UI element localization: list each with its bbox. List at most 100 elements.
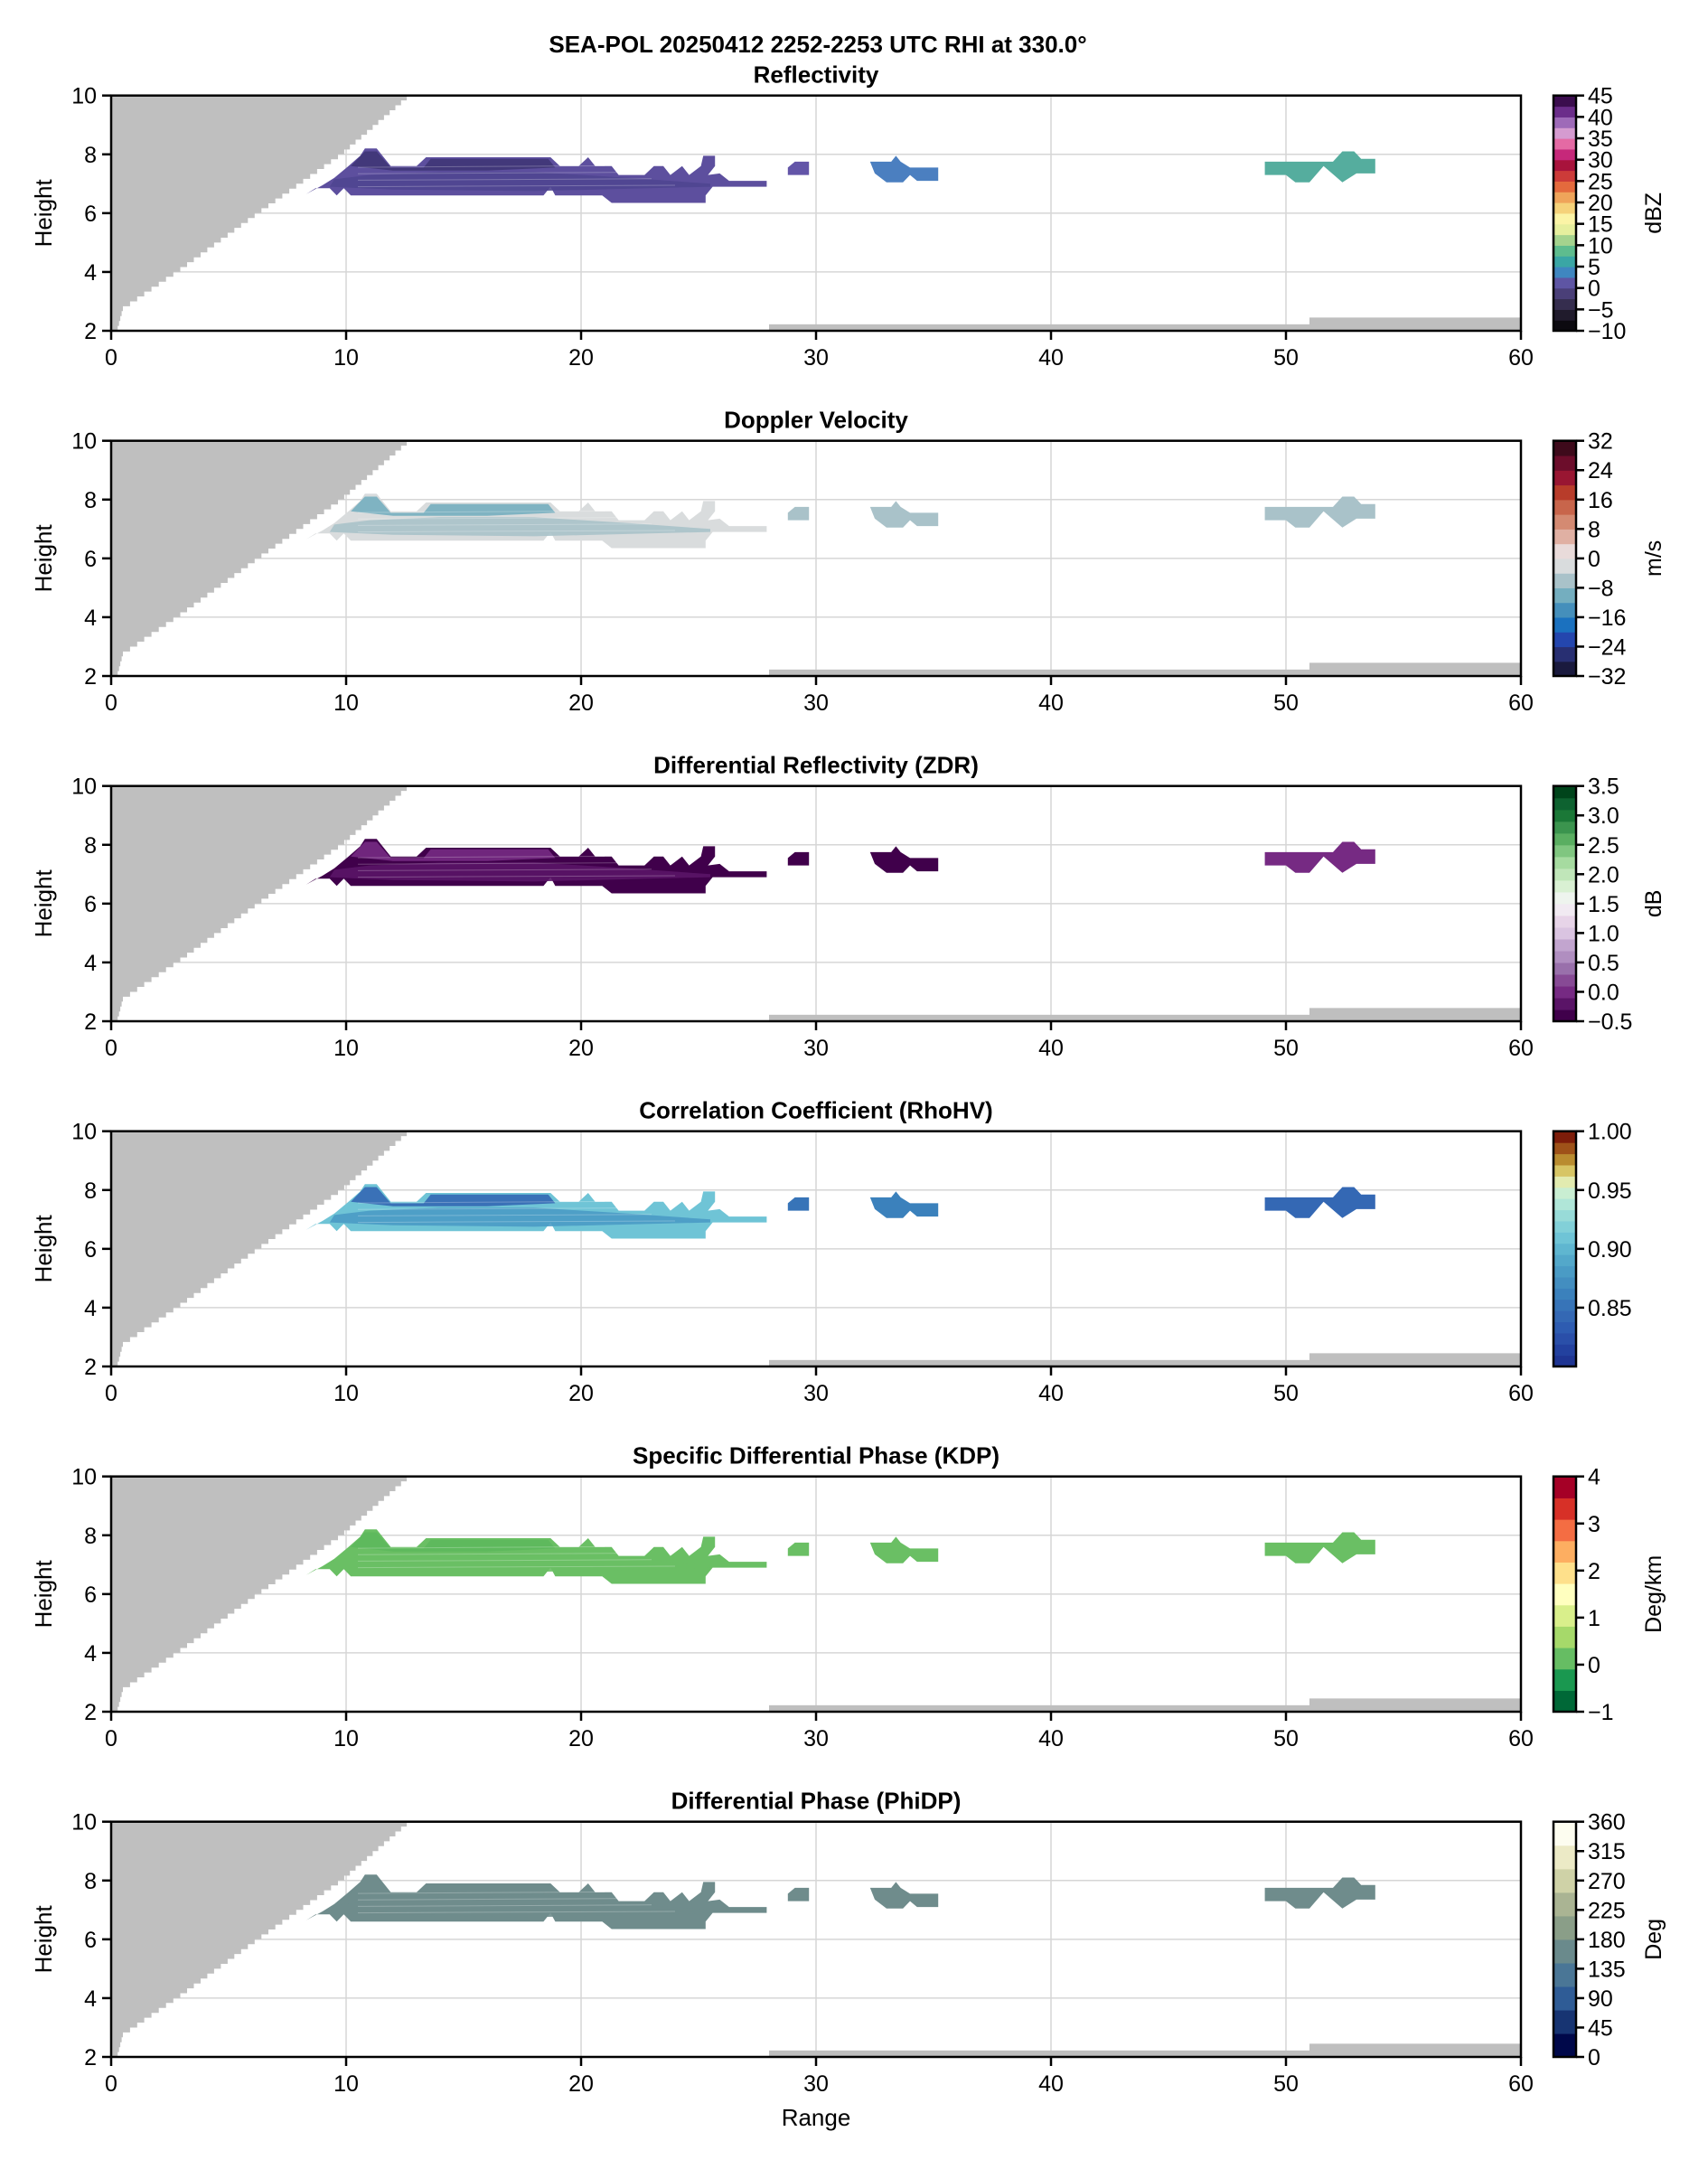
echo-blob xyxy=(869,155,939,183)
echo-inner-layer xyxy=(351,151,556,171)
colorbar-tick-label: 1.00 xyxy=(1588,1120,1632,1145)
x-tick-label: 10 xyxy=(333,2071,359,2097)
colorbar-tick-label: 360 xyxy=(1588,1810,1626,1836)
colorbar-tick-label: −24 xyxy=(1588,634,1627,660)
y-axis-label: Height xyxy=(30,1559,57,1628)
colorbar-tick-label: 20 xyxy=(1588,191,1613,216)
colorbar-tick-label: 0.5 xyxy=(1588,951,1619,976)
colorbar-tick-label: 1 xyxy=(1588,1606,1600,1631)
x-tick-label: 30 xyxy=(803,690,829,716)
x-tick-label: 40 xyxy=(1038,1036,1064,1061)
x-tick-label: 10 xyxy=(333,690,359,716)
echo-inner-layer xyxy=(329,862,710,882)
colorbar-tick-label: −5 xyxy=(1588,297,1614,323)
y-tick-label: 8 xyxy=(84,1178,97,1204)
echo-contour-line xyxy=(357,178,652,181)
colorbar-frame xyxy=(1552,94,1578,333)
blocked-beam-region xyxy=(111,1131,408,1366)
colorbar-tick-label: 45 xyxy=(1588,2015,1613,2041)
x-tick-label: 40 xyxy=(1038,2071,1064,2097)
x-tick-label: 0 xyxy=(105,1036,117,1061)
x-tick-label: 60 xyxy=(1508,1726,1534,1751)
echo-inner-layer xyxy=(351,841,556,861)
colorbar-segment xyxy=(1553,192,1576,203)
colorbar-segment xyxy=(1553,223,1576,236)
colorbar-segment xyxy=(1553,287,1576,300)
x-tick-label: 0 xyxy=(105,345,117,371)
colorbar-segment xyxy=(1553,1939,1576,1964)
colorbar-segment xyxy=(1553,256,1576,268)
ground-clutter-band xyxy=(1309,1698,1521,1712)
colorbar-segment xyxy=(1553,1583,1576,1606)
echo-blob xyxy=(787,851,810,866)
echo-contour-line xyxy=(357,875,676,878)
x-tick-label: 20 xyxy=(568,1036,594,1061)
colorbar-segment xyxy=(1553,320,1576,332)
colorbar-segment xyxy=(1553,181,1576,192)
colorbar-segment xyxy=(1553,267,1576,278)
colorbar-segment xyxy=(1553,661,1576,677)
x-tick-label: 10 xyxy=(333,1726,359,1751)
colorbar-segment xyxy=(1553,1892,1576,1917)
y-tick-label: 2 xyxy=(84,1700,97,1725)
colorbar-tick-label: 2.5 xyxy=(1588,833,1619,859)
colorbar-tick-label: 40 xyxy=(1588,105,1613,130)
echo-contour-line xyxy=(357,523,652,526)
colorbar-tick-label: 3.5 xyxy=(1588,775,1619,800)
echo-contour-line xyxy=(357,1214,652,1216)
y-tick-label: 10 xyxy=(71,1465,97,1490)
y-tick-label: 6 xyxy=(84,892,97,917)
panel-5: Specific Differential Phase (KDP)0 10 20 30… xyxy=(30,1442,1666,1751)
echo-blob xyxy=(787,1887,810,1901)
colorbar-tick-label: 0 xyxy=(1588,277,1600,302)
x-tick-label: 50 xyxy=(1273,1726,1299,1751)
colorbar-segment xyxy=(1553,1519,1576,1542)
colorbar-tick-label: 45 xyxy=(1588,84,1613,109)
colorbar-segment xyxy=(1553,821,1576,834)
colorbar-segment xyxy=(1553,573,1576,588)
y-tick-label: 2 xyxy=(84,319,97,344)
echo-blob xyxy=(1264,151,1375,183)
colorbar-segment xyxy=(1553,1321,1576,1334)
x-tick-label: 60 xyxy=(1508,1036,1534,1061)
x-tick-label: 10 xyxy=(333,1036,359,1061)
colorbar-segment xyxy=(1553,1254,1576,1267)
x-tick-label: 40 xyxy=(1038,1726,1064,1751)
colorbar-segment xyxy=(1553,646,1576,662)
colorbar-tick-label: 0.85 xyxy=(1588,1296,1632,1321)
colorbar-tick-label: 30 xyxy=(1588,148,1613,174)
colorbar-segment xyxy=(1553,309,1576,321)
plot-area xyxy=(111,95,1521,331)
colorbar-segment xyxy=(1553,1332,1576,1345)
x-tick-label: 30 xyxy=(803,2071,829,2097)
x-tick-label: 0 xyxy=(105,690,117,716)
x-tick-label: 20 xyxy=(568,345,594,371)
colorbar-segment xyxy=(1553,1986,1576,2011)
colorbar-segment xyxy=(1553,499,1576,515)
colorbar-segment xyxy=(1553,891,1576,905)
y-tick-label: 2 xyxy=(84,1355,97,1380)
colorbar-segment xyxy=(1553,138,1576,150)
colorbar-tick-label: 315 xyxy=(1588,1839,1626,1864)
panel-title: Correlation Coefficient (RhoHV) xyxy=(639,1097,992,1124)
colorbar-segment xyxy=(1553,543,1576,559)
x-tick-label: 30 xyxy=(803,1726,829,1751)
y-tick-label: 10 xyxy=(71,429,97,455)
y-tick-label: 4 xyxy=(84,1641,97,1667)
echo-contour-line xyxy=(357,172,629,174)
y-tick-label: 8 xyxy=(84,833,97,859)
y-tick-label: 10 xyxy=(71,1120,97,1145)
y-tick-label: 8 xyxy=(84,1524,97,1549)
colorbar-tick-label: 3.0 xyxy=(1588,803,1619,829)
echo-contour-line xyxy=(357,1891,605,1894)
y-tick-label: 10 xyxy=(71,1810,97,1836)
echo-contour-line xyxy=(357,164,605,168)
panel-title: Differential Reflectivity (ZDR) xyxy=(653,752,979,779)
colorbar-tick-label: 10 xyxy=(1588,233,1613,258)
y-axis-label: Height xyxy=(30,1904,57,1973)
y-tick-label: 6 xyxy=(84,202,97,227)
echo-blob xyxy=(1264,496,1375,528)
ground-clutter-band xyxy=(769,1014,1309,1021)
colorbar-tick-label: 270 xyxy=(1588,1869,1626,1894)
